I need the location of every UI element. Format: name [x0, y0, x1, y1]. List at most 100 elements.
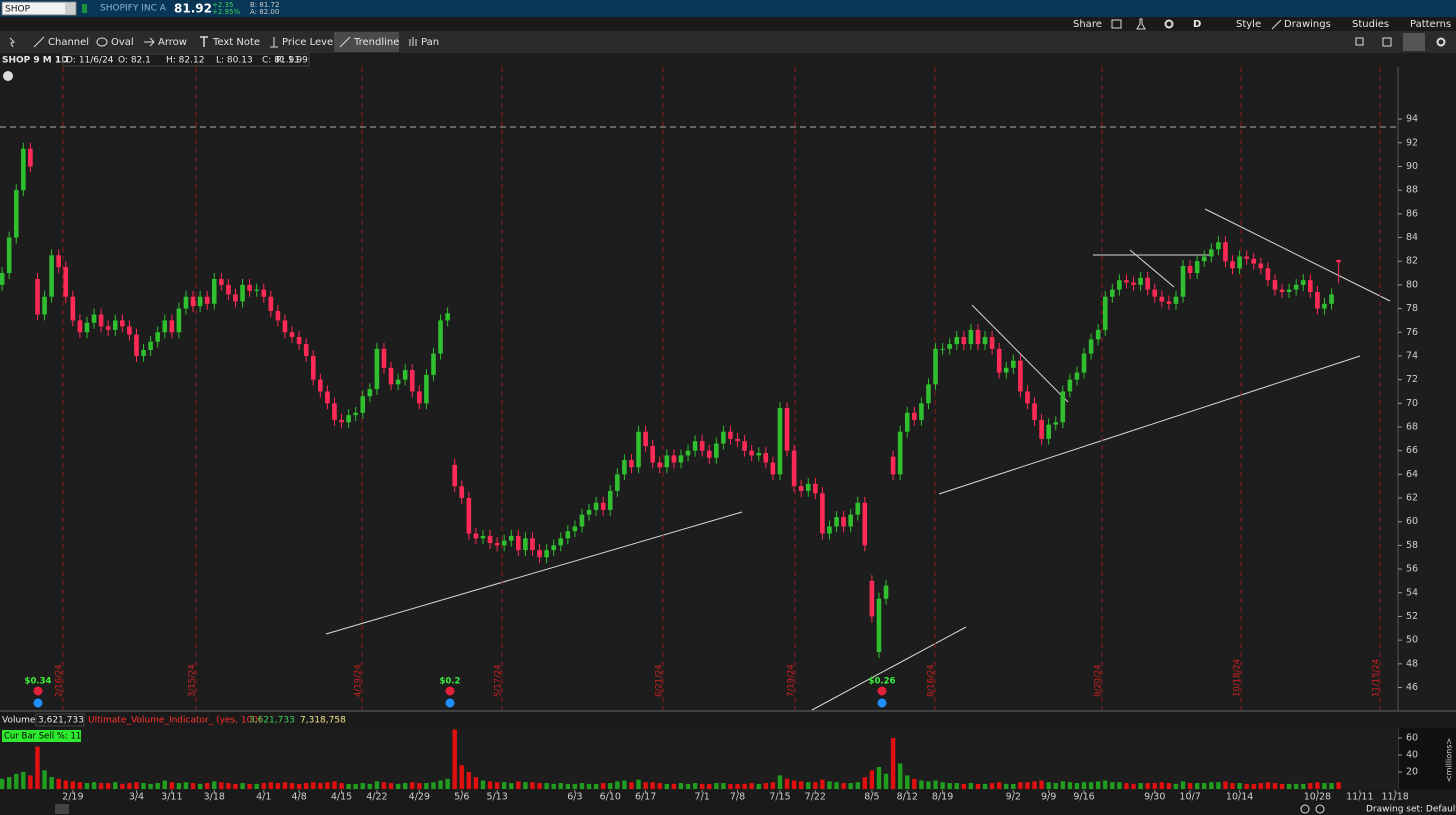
drawings-icon	[1271, 19, 1282, 30]
share-button[interactable]: Share	[1073, 19, 1102, 30]
candle-body	[417, 391, 422, 404]
volume-bar	[1173, 783, 1179, 789]
trendline[interactable]	[938, 355, 1361, 495]
arrow-tool[interactable]: Arrow	[158, 37, 187, 48]
candle-body	[1145, 277, 1150, 290]
candle-body	[975, 329, 981, 345]
y-tick-label: 48	[1406, 658, 1418, 669]
text-note-tool[interactable]: Text Note	[212, 37, 260, 48]
price-level-tool[interactable]: Price Level	[282, 37, 336, 48]
drawings-menu[interactable]: Drawings	[1284, 19, 1331, 30]
candle-body	[530, 538, 535, 551]
aggregation[interactable]: D	[1193, 19, 1201, 30]
candle-body	[1110, 289, 1115, 297]
y-tick-label: 88	[1406, 185, 1418, 196]
volume-header	[0, 711, 1456, 728]
volume-bar	[1103, 780, 1108, 789]
candle-body	[487, 535, 493, 544]
candle-body	[742, 441, 747, 451]
zoom-icon[interactable]	[1315, 804, 1325, 814]
volume-bar	[1194, 783, 1200, 789]
studies-menu[interactable]: Studies	[1352, 19, 1389, 30]
candle-body	[254, 289, 259, 291]
trendline[interactable]	[811, 626, 967, 711]
volume-bar	[282, 782, 288, 789]
candle-body	[374, 348, 380, 390]
earnings-icon[interactable]	[445, 686, 455, 696]
x-tick-label: 9/16	[1073, 792, 1094, 803]
link-icon[interactable]	[82, 4, 87, 13]
trendline[interactable]	[971, 304, 1069, 403]
candle-body	[183, 296, 189, 309]
pin-icon[interactable]	[9, 37, 15, 48]
x-tick-label: 4/29	[409, 792, 430, 803]
patterns-menu[interactable]: Patterns	[1410, 19, 1451, 30]
zoom-icon[interactable]	[1300, 804, 1310, 814]
scroll-handle[interactable]	[55, 804, 69, 814]
candle-body	[1251, 258, 1257, 264]
volume-bar	[1329, 783, 1334, 789]
earnings-icon[interactable]	[33, 686, 43, 696]
volume-bar	[233, 783, 238, 789]
trendline-tool[interactable]: Trendline	[353, 37, 399, 48]
volume-bar	[1336, 782, 1341, 789]
candle-body	[332, 403, 337, 420]
x-tick-label: 10/14	[1226, 792, 1253, 803]
trendline[interactable]	[1129, 249, 1175, 288]
trendline[interactable]	[325, 511, 743, 635]
symbol-dropdown[interactable]	[65, 3, 75, 14]
volume-bar	[1216, 782, 1221, 789]
volume-bar	[1187, 783, 1193, 789]
candle-body	[70, 296, 76, 321]
layout-grid[interactable]	[1382, 37, 1392, 47]
style-menu[interactable]: Style	[1236, 19, 1261, 30]
symbol-input[interactable]	[1, 1, 77, 16]
volume-bar	[509, 783, 514, 789]
candle-body	[112, 320, 118, 330]
layout-single[interactable]	[1355, 37, 1364, 46]
y-tick-label: 82	[1406, 256, 1418, 267]
y-tick-label: 64	[1406, 469, 1418, 480]
volume-bar	[551, 783, 556, 789]
volume-bar	[120, 783, 125, 789]
volume-value: 3,621,733	[38, 716, 84, 726]
volume-bar	[77, 782, 83, 789]
settings-icon[interactable]	[1164, 19, 1174, 29]
sell-badge-text: Cur Bar Sell %: 11	[4, 732, 81, 742]
channel-tool[interactable]: Channel	[48, 37, 89, 48]
expiration-label: 6/21/24	[655, 664, 665, 697]
volume-bar	[296, 783, 302, 789]
candle-body	[933, 348, 938, 385]
volume-bar	[1032, 781, 1037, 789]
volume-bar	[190, 783, 196, 789]
oval-tool[interactable]: Oval	[111, 37, 134, 48]
volume-bar	[275, 783, 281, 789]
layout-all[interactable]	[1403, 33, 1425, 51]
candle-body	[565, 531, 571, 539]
candle-body	[1088, 339, 1094, 354]
trendline[interactable]	[1204, 208, 1391, 302]
studies-icon[interactable]	[1136, 18, 1146, 30]
volume-bar	[417, 783, 422, 789]
earnings-icon[interactable]	[877, 686, 887, 696]
alert-icon[interactable]	[3, 71, 13, 81]
candle-body	[593, 502, 599, 510]
x-tick-label: 4/1	[256, 792, 271, 803]
volume-bar	[650, 782, 655, 789]
candle-body	[982, 336, 988, 345]
pan-tool[interactable]: Pan	[421, 37, 439, 48]
snapshot-icon[interactable]	[1111, 19, 1122, 29]
y-tick-label: 70	[1406, 398, 1418, 409]
volume-bar	[1286, 783, 1292, 789]
candle-body	[1117, 280, 1122, 290]
candle-body	[494, 543, 500, 546]
info-open: O: 82.1	[118, 56, 151, 66]
volume-bar	[699, 783, 705, 789]
volume-bar	[49, 777, 54, 789]
candle-body	[367, 389, 373, 397]
chart-settings[interactable]	[1436, 37, 1446, 47]
candle-body	[1237, 256, 1242, 269]
candle-body	[211, 278, 217, 304]
candle-body	[35, 278, 40, 315]
candle-body	[1201, 256, 1207, 262]
